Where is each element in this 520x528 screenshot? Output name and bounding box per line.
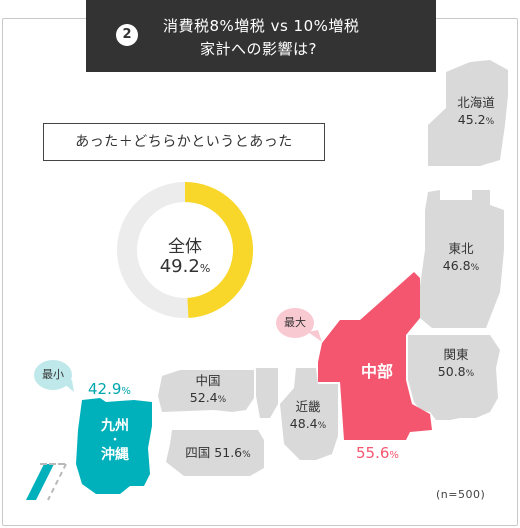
overall-unit: %	[199, 262, 211, 275]
region-tohoku	[420, 190, 504, 328]
label-chugoku-unit: %	[217, 395, 227, 405]
label-kanto-value: 50.8	[437, 364, 466, 379]
label-kanto-name: 関東	[443, 347, 469, 362]
region-kinki	[280, 368, 338, 460]
region-chugoku	[158, 370, 254, 412]
label-kyushu-value: 42.9	[88, 380, 122, 398]
label-shikoku-name: 四国	[185, 445, 211, 460]
label-kyushu-name: 九州 ・ 沖縄	[94, 418, 136, 464]
label-chubu-value: 55.6	[356, 444, 390, 462]
label-tohoku-value-wrap: 46.8%	[436, 257, 486, 277]
title-fold	[420, 0, 436, 18]
title-bar	[86, 0, 436, 72]
min-badge: 最小	[34, 360, 72, 390]
overall-value-wrap: 49.2%	[120, 256, 250, 277]
label-chubu-unit: %	[389, 450, 399, 461]
label-hokkaido-name: 北海道	[457, 95, 495, 110]
question-number: 2	[116, 24, 138, 46]
region-kyushu	[76, 398, 152, 494]
region-kinki-west	[256, 368, 278, 418]
label-tohoku-unit: %	[470, 263, 480, 273]
sample-size-note: (n=500)	[436, 488, 486, 501]
label-tohoku: 東北 46.8%	[436, 240, 486, 277]
region-kanto	[408, 335, 500, 420]
okinawa-inset-line	[47, 463, 67, 501]
label-kinki: 近畿 48.4%	[282, 398, 334, 435]
region-chubu	[318, 272, 432, 440]
max-badge: 最大	[276, 308, 314, 338]
title-background	[86, 0, 436, 72]
label-chugoku-value: 52.4	[189, 390, 218, 405]
label-kyushu-name-top: 九州	[101, 418, 129, 434]
label-shikoku: 四国 51.6%	[180, 444, 256, 464]
region-okinawa-inset	[26, 464, 54, 500]
label-tohoku-name: 東北	[448, 241, 474, 256]
label-hokkaido: 北海道 45.2%	[446, 94, 506, 131]
label-kinki-name: 近畿	[295, 399, 321, 414]
label-kyushu-unit: %	[121, 386, 131, 397]
region-hokkaido	[428, 60, 508, 166]
label-kyushu-value-wrap: 42.9%	[88, 380, 131, 398]
label-kinki-unit: %	[317, 421, 327, 431]
label-chugoku-value-wrap: 52.4%	[180, 389, 236, 409]
title-line-2: 家計への影響は?	[200, 40, 317, 58]
label-shikoku-value-wrap: 51.6%	[214, 445, 250, 460]
label-kanto-value-wrap: 50.8%	[426, 363, 486, 383]
label-kinki-value-wrap: 48.4%	[282, 415, 334, 435]
label-chugoku-name: 中国	[195, 373, 221, 388]
label-hokkaido-value-wrap: 45.2%	[446, 111, 506, 131]
label-kanto: 関東 50.8%	[426, 346, 486, 383]
max-bubble-tail	[308, 330, 322, 342]
overall-label: 全体	[168, 237, 202, 257]
title-line-1: 消費税8%増税 vs 10%増税	[163, 17, 360, 35]
label-kyushu-name-bottom: 沖縄	[101, 447, 129, 463]
label-tohoku-value: 46.8	[442, 258, 471, 273]
region-shikoku	[166, 430, 264, 476]
label-chugoku: 中国 52.4%	[180, 372, 236, 409]
label-kinki-value: 48.4	[289, 416, 318, 431]
overall-value: 49.2	[159, 256, 200, 277]
label-kanto-unit: %	[465, 369, 475, 379]
overall-donut	[117, 182, 254, 318]
label-shikoku-value: 51.6	[214, 445, 243, 460]
label-chubu-value-wrap: 55.6%	[356, 444, 399, 462]
label-shikoku-unit: %	[242, 450, 251, 460]
label-hokkaido-value: 45.2	[457, 112, 486, 127]
subtitle-box: あった＋どちらかというとあった	[43, 123, 325, 161]
donut-value-arc	[184, 182, 254, 318]
label-kyushu-dot: ・	[110, 435, 120, 446]
label-chubu-name: 中部	[360, 362, 393, 381]
label-hokkaido-unit: %	[485, 117, 495, 127]
